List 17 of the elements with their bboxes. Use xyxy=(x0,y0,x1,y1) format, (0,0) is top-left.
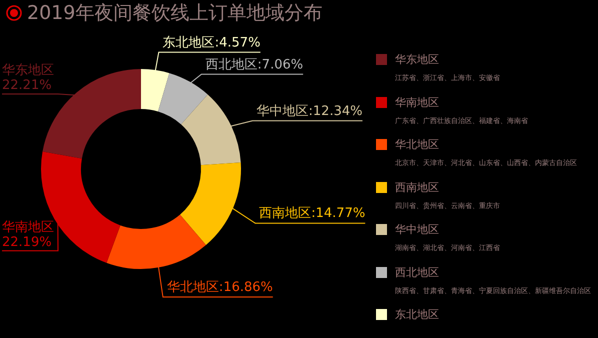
slice-label: 华南地区 xyxy=(2,220,54,235)
legend-label: 东北地区 xyxy=(395,307,439,322)
data-label: 华北地区:16.86% xyxy=(166,280,273,296)
legend-label: 华南地区 xyxy=(395,94,439,110)
legend-label: 华东地区 xyxy=(395,52,439,67)
chart-title: 2019年夜间餐饮线上订单地域分布 xyxy=(27,1,322,26)
data-label: 西南地区:14.77% xyxy=(259,206,366,222)
legend-label: 西南地区 xyxy=(395,180,439,194)
legend-label: 华中地区 xyxy=(395,222,439,237)
data-label: 22.19% xyxy=(2,234,52,250)
legend-label: 西北地区 xyxy=(395,264,439,280)
data-label: 22.21% xyxy=(2,78,52,93)
data-label: 西北地区:7.06% xyxy=(205,57,304,72)
slice-label: 华东地区 xyxy=(2,62,54,78)
data-label: 东北地区:4.57% xyxy=(162,35,260,50)
legend-label: 华北地区 xyxy=(395,137,439,152)
data-label: 华中地区:12.34% xyxy=(256,104,362,119)
